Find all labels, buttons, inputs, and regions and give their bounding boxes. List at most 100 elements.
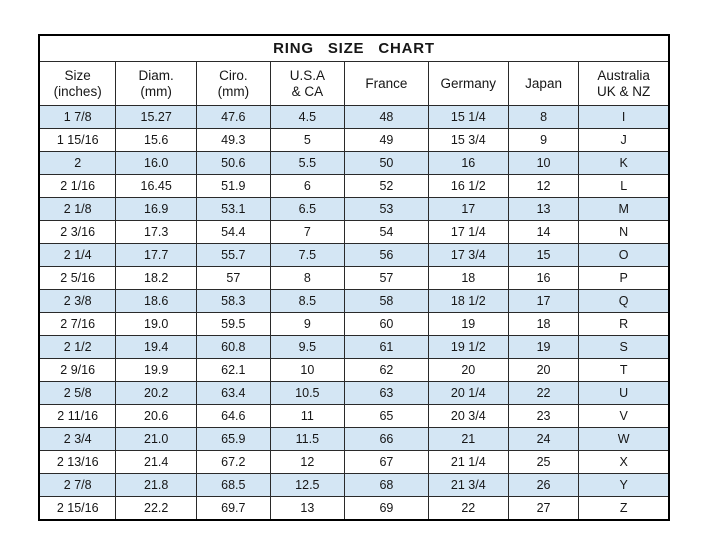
table-cell-germany: 15 1/4: [427, 105, 509, 129]
table-cell-diam-mm: 18.6: [115, 289, 197, 313]
table-cell-germany: 17 1/4: [427, 220, 509, 244]
table-cell-size-inches: 2 1/8: [38, 197, 117, 221]
table-cell-france: 58: [344, 289, 429, 313]
table-cell-australia-uk-nz: L: [578, 174, 670, 198]
table-cell-ciro-mm: 67.2: [195, 450, 271, 474]
table-cell-usa-ca: 4.5: [269, 105, 346, 129]
column-header-label: Size: [64, 68, 91, 84]
table-cell-diam-mm: 18.2: [115, 266, 197, 290]
table-cell-france: 61: [344, 335, 429, 359]
table-cell-france: 60: [344, 312, 429, 336]
table-cell-japan: 16: [507, 266, 580, 290]
table-cell-diam-mm: 21.8: [115, 473, 197, 497]
column-header-australia-uk-nz: Australia UK & NZ: [578, 61, 670, 106]
table-cell-diam-mm: 22.2: [115, 496, 197, 521]
table-cell-germany: 16 1/2: [427, 174, 509, 198]
table-cell-usa-ca: 12: [269, 450, 346, 474]
table-cell-germany: 18 1/2: [427, 289, 509, 313]
table-cell-germany: 20 3/4: [427, 404, 509, 428]
table-cell-australia-uk-nz: Y: [578, 473, 670, 497]
table-cell-germany: 15 3/4: [427, 128, 509, 152]
table-cell-france: 56: [344, 243, 429, 267]
table-cell-ciro-mm: 53.1: [195, 197, 271, 221]
table-cell-germany: 21: [427, 427, 509, 451]
table-cell-size-inches: 2 3/4: [38, 427, 117, 451]
column-header-size-inches: Size (inches): [38, 61, 117, 106]
table-cell-japan: 9: [507, 128, 580, 152]
table-cell-ciro-mm: 65.9: [195, 427, 271, 451]
table-cell-australia-uk-nz: W: [578, 427, 670, 451]
table-cell-germany: 17: [427, 197, 509, 221]
table-cell-size-inches: 2 7/16: [38, 312, 117, 336]
table-cell-size-inches: 2 3/8: [38, 289, 117, 313]
table-cell-japan: 15: [507, 243, 580, 267]
table-cell-usa-ca: 5.5: [269, 151, 346, 175]
column-header-germany: Germany: [427, 61, 509, 106]
column-header-sublabel: (mm): [217, 83, 250, 99]
table-cell-germany: 19 1/2: [427, 335, 509, 359]
table-cell-ciro-mm: 64.6: [195, 404, 271, 428]
column-header-label: Ciro.: [219, 68, 248, 84]
table-cell-japan: 17: [507, 289, 580, 313]
table-cell-diam-mm: 21.4: [115, 450, 197, 474]
table-row: 2 3/16 17.3 54.4 7 54 17 1/4 14 N: [38, 220, 670, 244]
table-cell-australia-uk-nz: Z: [578, 496, 670, 521]
table-row: 2 11/16 20.6 64.6 11 65 20 3/4 23 V: [38, 404, 670, 428]
table-cell-france: 50: [344, 151, 429, 175]
table-cell-size-inches: 2 5/8: [38, 381, 117, 405]
table-cell-france: 49: [344, 128, 429, 152]
table-cell-australia-uk-nz: S: [578, 335, 670, 359]
table-cell-japan: 8: [507, 105, 580, 129]
table-cell-diam-mm: 21.0: [115, 427, 197, 451]
table-cell-usa-ca: 10: [269, 358, 346, 382]
table-cell-germany: 20: [427, 358, 509, 382]
column-header-label: Diam.: [138, 68, 174, 84]
table-row: 2 1/2 19.4 60.8 9.5 61 19 1/2 19 S: [38, 335, 670, 359]
column-header-usa-ca: U.S.A & CA: [269, 61, 346, 106]
column-header-label: U.S.A: [289, 68, 325, 84]
table-cell-ciro-mm: 58.3: [195, 289, 271, 313]
table-cell-japan: 18: [507, 312, 580, 336]
table-cell-size-inches: 2 1/4: [38, 243, 117, 267]
table-cell-japan: 22: [507, 381, 580, 405]
table-cell-australia-uk-nz: M: [578, 197, 670, 221]
table-cell-australia-uk-nz: X: [578, 450, 670, 474]
column-header-france: France: [344, 61, 429, 106]
table-cell-france: 68: [344, 473, 429, 497]
table-cell-australia-uk-nz: O: [578, 243, 670, 267]
table-cell-ciro-mm: 57: [195, 266, 271, 290]
table-cell-japan: 23: [507, 404, 580, 428]
table-row: 2 16.0 50.6 5.5 50 16 10 K: [38, 151, 670, 175]
table-cell-japan: 13: [507, 197, 580, 221]
table-row: 2 7/16 19.0 59.5 9 60 19 18 R: [38, 312, 670, 336]
column-header-diam-mm: Diam. (mm): [115, 61, 197, 106]
table-cell-usa-ca: 12.5: [269, 473, 346, 497]
table-cell-japan: 14: [507, 220, 580, 244]
table-cell-usa-ca: 8.5: [269, 289, 346, 313]
table-cell-diam-mm: 16.9: [115, 197, 197, 221]
table-cell-usa-ca: 9.5: [269, 335, 346, 359]
table-cell-usa-ca: 10.5: [269, 381, 346, 405]
table-cell-germany: 18: [427, 266, 509, 290]
table-cell-size-inches: 1 7/8: [38, 105, 117, 129]
table-cell-japan: 27: [507, 496, 580, 521]
table-cell-diam-mm: 16.0: [115, 151, 197, 175]
table-cell-usa-ca: 5: [269, 128, 346, 152]
table-row: 2 1/4 17.7 55.7 7.5 56 17 3/4 15 O: [38, 243, 670, 267]
table-cell-diam-mm: 17.3: [115, 220, 197, 244]
table-cell-japan: 10: [507, 151, 580, 175]
table-cell-diam-mm: 20.6: [115, 404, 197, 428]
table-cell-ciro-mm: 62.1: [195, 358, 271, 382]
table-cell-diam-mm: 17.7: [115, 243, 197, 267]
table-cell-japan: 12: [507, 174, 580, 198]
table-cell-germany: 21 1/4: [427, 450, 509, 474]
column-header-sublabel: (mm): [140, 83, 172, 99]
table-cell-australia-uk-nz: N: [578, 220, 670, 244]
table-cell-diam-mm: 19.0: [115, 312, 197, 336]
table-cell-france: 53: [344, 197, 429, 221]
table-cell-germany: 17 3/4: [427, 243, 509, 267]
table-cell-france: 66: [344, 427, 429, 451]
table-cell-size-inches: 2 1/16: [38, 174, 117, 198]
table-cell-japan: 20: [507, 358, 580, 382]
column-header-label: France: [365, 75, 408, 91]
